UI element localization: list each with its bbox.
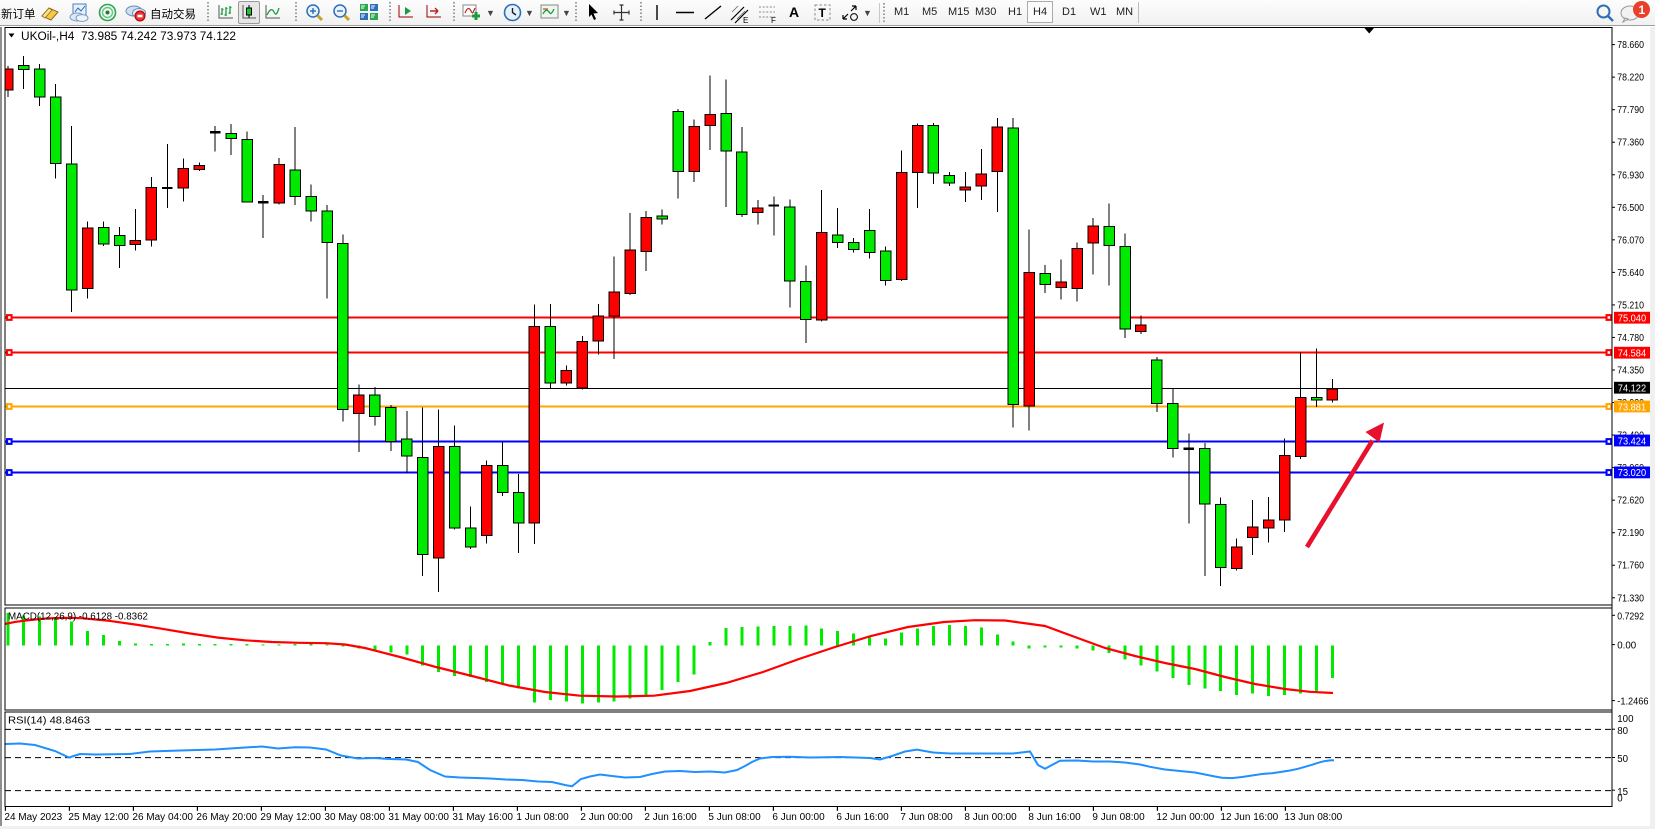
svg-text:72.620: 72.620: [1617, 496, 1644, 507]
svg-text:8 Jun 00:00: 8 Jun 00:00: [964, 812, 1017, 823]
svg-text:74.780: 74.780: [1617, 333, 1644, 344]
svg-text:76.930: 76.930: [1617, 170, 1644, 181]
svg-text:75.640: 75.640: [1617, 268, 1644, 279]
svg-text:74.584: 74.584: [1618, 349, 1647, 360]
svg-text:RSI(14) 48.8463: RSI(14) 48.8463: [8, 715, 90, 727]
svg-text:8 Jun 16:00: 8 Jun 16:00: [1028, 812, 1081, 823]
svg-text:12 Jun 00:00: 12 Jun 00:00: [1156, 812, 1214, 823]
svg-text:0: 0: [1617, 793, 1623, 804]
svg-text:9 Jun 08:00: 9 Jun 08:00: [1092, 812, 1145, 823]
svg-text:31 May 00:00: 31 May 00:00: [388, 812, 449, 823]
svg-text:E: E: [743, 16, 748, 24]
svg-text:78.220: 78.220: [1617, 73, 1644, 84]
svg-text:73.424: 73.424: [1618, 436, 1647, 447]
svg-text:71.760: 71.760: [1617, 561, 1644, 572]
svg-text:100: 100: [1617, 714, 1634, 725]
svg-text:12 Jun 16:00: 12 Jun 16:00: [1220, 812, 1278, 823]
svg-text:76.500: 76.500: [1617, 203, 1644, 214]
svg-text:75.040: 75.040: [1618, 314, 1647, 325]
svg-text:71.330: 71.330: [1617, 593, 1644, 604]
svg-text:24 May 2023: 24 May 2023: [4, 812, 62, 823]
svg-text:74.350: 74.350: [1617, 366, 1644, 377]
svg-text:31 May 16:00: 31 May 16:00: [452, 812, 513, 823]
svg-text:72.190: 72.190: [1617, 528, 1644, 539]
svg-text:73.881: 73.881: [1618, 402, 1647, 413]
svg-text:78.660: 78.660: [1617, 40, 1644, 51]
svg-text:6 Jun 16:00: 6 Jun 16:00: [836, 812, 889, 823]
svg-text:2 Jun 16:00: 2 Jun 16:00: [644, 812, 697, 823]
svg-text:F: F: [771, 16, 776, 24]
svg-text:7 Jun 08:00: 7 Jun 08:00: [900, 812, 953, 823]
svg-text:26 May 04:00: 26 May 04:00: [132, 812, 193, 823]
svg-text:13 Jun 08:00: 13 Jun 08:00: [1284, 812, 1342, 823]
svg-text:-1.2466: -1.2466: [1617, 697, 1648, 708]
svg-text:0.00: 0.00: [1617, 641, 1636, 652]
svg-text:15: 15: [1617, 787, 1628, 798]
svg-text:2 Jun 00:00: 2 Jun 00:00: [580, 812, 633, 823]
svg-text:77.360: 77.360: [1617, 138, 1644, 149]
svg-text:0.7292: 0.7292: [1617, 611, 1644, 622]
svg-text:26 May 20:00: 26 May 20:00: [196, 812, 257, 823]
svg-text:80: 80: [1617, 726, 1628, 737]
svg-text:74.122: 74.122: [1618, 384, 1647, 395]
svg-text:6 Jun 00:00: 6 Jun 00:00: [772, 812, 825, 823]
svg-text:5 Jun 08:00: 5 Jun 08:00: [708, 812, 761, 823]
svg-text:76.070: 76.070: [1617, 235, 1644, 246]
svg-text:30 May 08:00: 30 May 08:00: [324, 812, 385, 823]
svg-text:75.210: 75.210: [1617, 300, 1644, 311]
svg-text:T: T: [819, 6, 827, 20]
svg-text:MACD(12,26,9) -0.6128 -0.8362: MACD(12,26,9) -0.6128 -0.8362: [8, 611, 148, 623]
svg-text:25 May 12:00: 25 May 12:00: [68, 812, 129, 823]
svg-text:50: 50: [1617, 754, 1628, 765]
svg-text:73.020: 73.020: [1618, 468, 1647, 479]
svg-text:1 Jun 08:00: 1 Jun 08:00: [516, 812, 569, 823]
svg-text:77.790: 77.790: [1617, 105, 1644, 116]
svg-text:29 May 12:00: 29 May 12:00: [260, 812, 321, 823]
svg-text:UKOil-,H4 73.985 74.242 73.97: UKOil-,H4 73.985 74.242 73.973 74.122: [21, 31, 236, 43]
